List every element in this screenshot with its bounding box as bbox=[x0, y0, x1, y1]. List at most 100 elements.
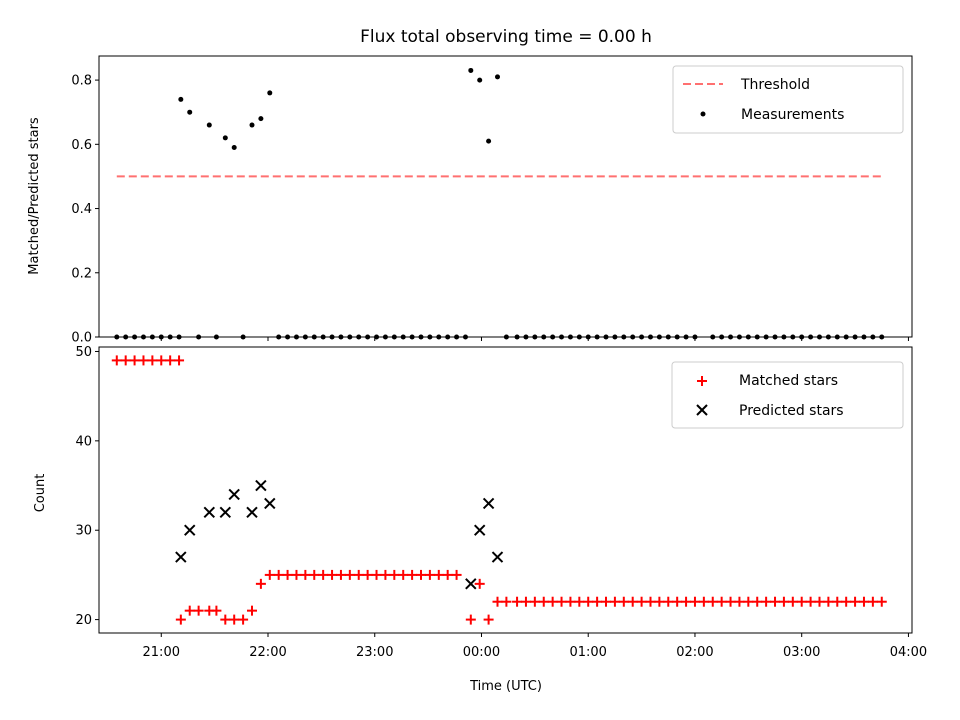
matched-star-point bbox=[636, 596, 647, 607]
matched-star-point bbox=[547, 596, 558, 607]
ratio-y-tick-label: 0.6 bbox=[71, 138, 92, 153]
matched-star-point bbox=[291, 569, 302, 580]
ratio-plot-frame bbox=[98, 55, 913, 338]
matched-star-point bbox=[529, 596, 540, 607]
measurement-point bbox=[249, 122, 255, 128]
matched-star-point bbox=[362, 569, 373, 580]
matched-star-point bbox=[841, 596, 852, 607]
count-legend-box bbox=[671, 361, 904, 429]
matched-star-point bbox=[344, 569, 355, 580]
matched-star-point bbox=[761, 596, 772, 607]
threshold-legend-label: Threshold bbox=[740, 77, 810, 93]
matched-star-point bbox=[538, 596, 549, 607]
count-y-axis-label: Count bbox=[33, 474, 48, 513]
matched-star-point bbox=[601, 596, 612, 607]
predicted-star-point bbox=[473, 524, 486, 536]
matched-star-point bbox=[353, 569, 364, 580]
matched-star-point bbox=[609, 596, 620, 607]
predicted-stars-legend-label: Predicted stars bbox=[739, 403, 844, 419]
matched-star-point bbox=[371, 569, 382, 580]
matched-star-point bbox=[111, 355, 122, 366]
predicted-star-point bbox=[491, 551, 504, 563]
count-x-tick-label: 04:00 bbox=[890, 645, 927, 660]
matched-star-point bbox=[805, 596, 816, 607]
matched-star-point bbox=[787, 596, 798, 607]
matched-star-point bbox=[474, 578, 485, 589]
matched-star-point bbox=[415, 569, 426, 580]
matched-star-point bbox=[512, 596, 523, 607]
count-plot: 20 30 40 50 21:00 22:00 23:00 00:00 01:00 02:00 0… bbox=[33, 345, 927, 694]
matched-star-point bbox=[193, 605, 204, 616]
count-x-axis-label: Time (UTC) bbox=[469, 679, 542, 694]
matched-star-point bbox=[743, 596, 754, 607]
measurements-legend-label: Measurements bbox=[741, 107, 844, 123]
measurement-point bbox=[187, 109, 193, 115]
count-y-tick-label: 40 bbox=[75, 434, 92, 449]
matched-star-point bbox=[238, 614, 249, 625]
measurement-point bbox=[178, 96, 184, 102]
matched-star-point bbox=[556, 596, 567, 607]
matched-star-point bbox=[501, 596, 512, 607]
matched-star-point bbox=[850, 596, 861, 607]
matched-star-point bbox=[698, 596, 709, 607]
count-x-tick-label: 21:00 bbox=[143, 645, 180, 660]
matched-star-point bbox=[681, 596, 692, 607]
ratio-y-tick-label: 0.8 bbox=[71, 74, 92, 89]
matched-star-point bbox=[689, 596, 700, 607]
predicted-star-point bbox=[255, 479, 267, 492]
matched-star-point bbox=[858, 596, 869, 607]
matched-star-point bbox=[211, 605, 222, 616]
matched-star-point bbox=[565, 596, 576, 607]
matched-star-point bbox=[707, 596, 718, 607]
predicted-star-point bbox=[184, 524, 196, 536]
matched-star-point bbox=[645, 596, 656, 607]
measurement-point bbox=[222, 135, 228, 141]
matched-star-point bbox=[483, 614, 494, 625]
matched-star-point bbox=[147, 355, 158, 366]
predicted-star-point bbox=[228, 488, 240, 501]
chart-title: Flux total observing time = 0.00 h bbox=[360, 27, 652, 47]
measurement-point bbox=[486, 138, 492, 144]
predicted-star-point bbox=[465, 578, 477, 590]
matched-star-point bbox=[725, 596, 736, 607]
matched-star-point bbox=[433, 569, 444, 580]
matched-star-point bbox=[309, 569, 320, 580]
matched-star-point bbox=[255, 578, 266, 589]
count-y-ticks: 20 30 40 50 bbox=[75, 345, 99, 628]
count-y-tick-label: 20 bbox=[75, 613, 92, 628]
ratio-y-tick-label: 0.2 bbox=[71, 266, 92, 281]
matched-star-point bbox=[407, 569, 418, 580]
matched-star-point bbox=[867, 596, 878, 607]
matched-star-point bbox=[318, 569, 329, 580]
matched-star-point bbox=[165, 355, 176, 366]
matched-star-point bbox=[220, 614, 231, 625]
count-plot-frame bbox=[98, 346, 913, 634]
matched-stars-legend-label: Matched stars bbox=[739, 373, 838, 389]
count-x-ticks: 21:00 22:00 23:00 00:00 01:00 02:00 03:00 04:00 bbox=[143, 633, 927, 660]
matched-star-point bbox=[796, 596, 807, 607]
predicted-star-point bbox=[246, 506, 258, 519]
matched-star-point bbox=[424, 569, 435, 580]
matched-star-point bbox=[300, 569, 311, 580]
matched-star-point bbox=[174, 355, 185, 366]
matched-star-point bbox=[282, 569, 293, 580]
matched-star-point bbox=[770, 596, 781, 607]
matched-star-point bbox=[120, 355, 131, 366]
ratio-y-ticks: 0.0 0.2 0.4 0.6 0.8 bbox=[71, 74, 99, 346]
predicted-star-point bbox=[175, 551, 187, 563]
matched-star-point bbox=[129, 355, 140, 366]
matched-star-point bbox=[156, 355, 167, 366]
ratio-legend: Threshold Measurements bbox=[672, 65, 904, 134]
measurement-point bbox=[267, 90, 273, 96]
ratio-y-tick-label: 0.4 bbox=[71, 202, 92, 217]
measurement-point bbox=[231, 145, 237, 151]
matched-stars-legend-marker bbox=[697, 376, 707, 386]
matched-star-point bbox=[618, 596, 629, 607]
matched-star-point bbox=[184, 605, 195, 616]
matched-star-point bbox=[823, 596, 834, 607]
ratio-plot: 0.00.20.40.60.8 Matched/Predicted stars … bbox=[27, 55, 913, 346]
matched-star-point bbox=[229, 614, 240, 625]
matched-star-point bbox=[832, 596, 843, 607]
predicted-star-point bbox=[219, 506, 232, 519]
